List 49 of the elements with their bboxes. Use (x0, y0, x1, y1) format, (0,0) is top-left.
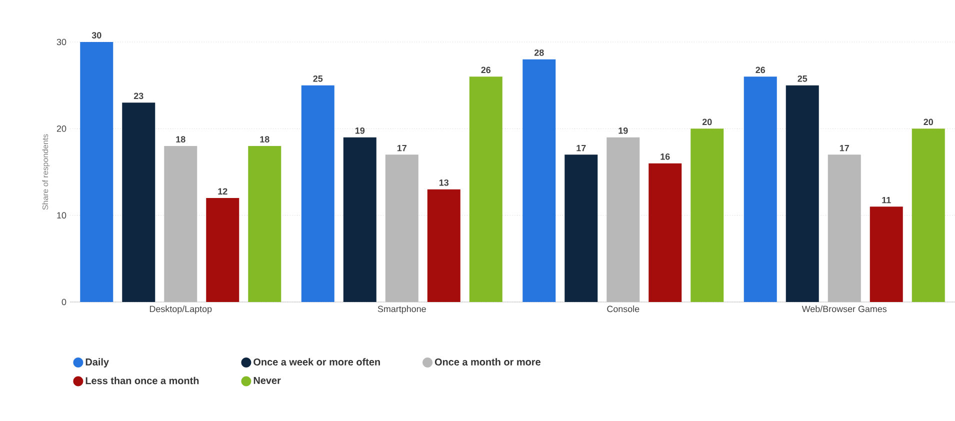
x-tick-label: Desktop/Laptop (150, 306, 212, 314)
data-label: 17 (397, 144, 406, 152)
data-label: 18 (176, 136, 186, 142)
bar (522, 59, 556, 302)
data-label: 20 (924, 118, 934, 126)
bar (248, 146, 282, 302)
x-tick-label: Smartphone (378, 306, 426, 314)
data-label: 16 (660, 153, 670, 160)
bar (469, 76, 502, 302)
data-label: 26 (481, 66, 491, 74)
bar (648, 163, 682, 302)
bar (870, 206, 903, 302)
bar (80, 42, 114, 302)
legend-label: Daily (86, 358, 109, 368)
data-label: 19 (618, 127, 628, 134)
bar (786, 85, 819, 302)
y-tick-label: 20 (56, 125, 66, 132)
legend-label: Less than once a month (86, 376, 199, 384)
bar (744, 76, 777, 302)
data-label: 28 (534, 49, 544, 56)
bar (427, 189, 460, 302)
data-label: 13 (439, 179, 449, 186)
x-tick-label: Web/Browser Games (802, 306, 887, 312)
x-tick-label: Console (607, 306, 640, 312)
legend-label: Never (254, 377, 281, 384)
data-label: 17 (576, 144, 586, 152)
bar (564, 154, 598, 302)
bar (122, 102, 156, 302)
bar (301, 85, 334, 302)
bar (343, 137, 376, 302)
bar (206, 198, 240, 302)
data-label: 19 (355, 127, 365, 134)
bar (912, 128, 945, 302)
y-tick-label: 30 (56, 38, 66, 46)
data-label: 12 (218, 188, 228, 194)
data-label: 26 (756, 66, 766, 74)
data-label: 23 (134, 92, 144, 100)
legend-label: Once a week or more often (254, 358, 380, 366)
y-tick-label: 10 (57, 212, 66, 219)
bar (690, 128, 724, 302)
data-label: 11 (882, 196, 891, 204)
data-label: 18 (260, 136, 270, 142)
y-tick-label: 0 (62, 298, 66, 306)
data-label: 25 (798, 75, 808, 82)
data-label: 30 (92, 32, 102, 38)
data-label: 25 (313, 75, 323, 82)
legend-label: Once a month or more (434, 358, 540, 366)
data-label: 20 (702, 118, 712, 126)
data-label: 17 (840, 144, 849, 152)
